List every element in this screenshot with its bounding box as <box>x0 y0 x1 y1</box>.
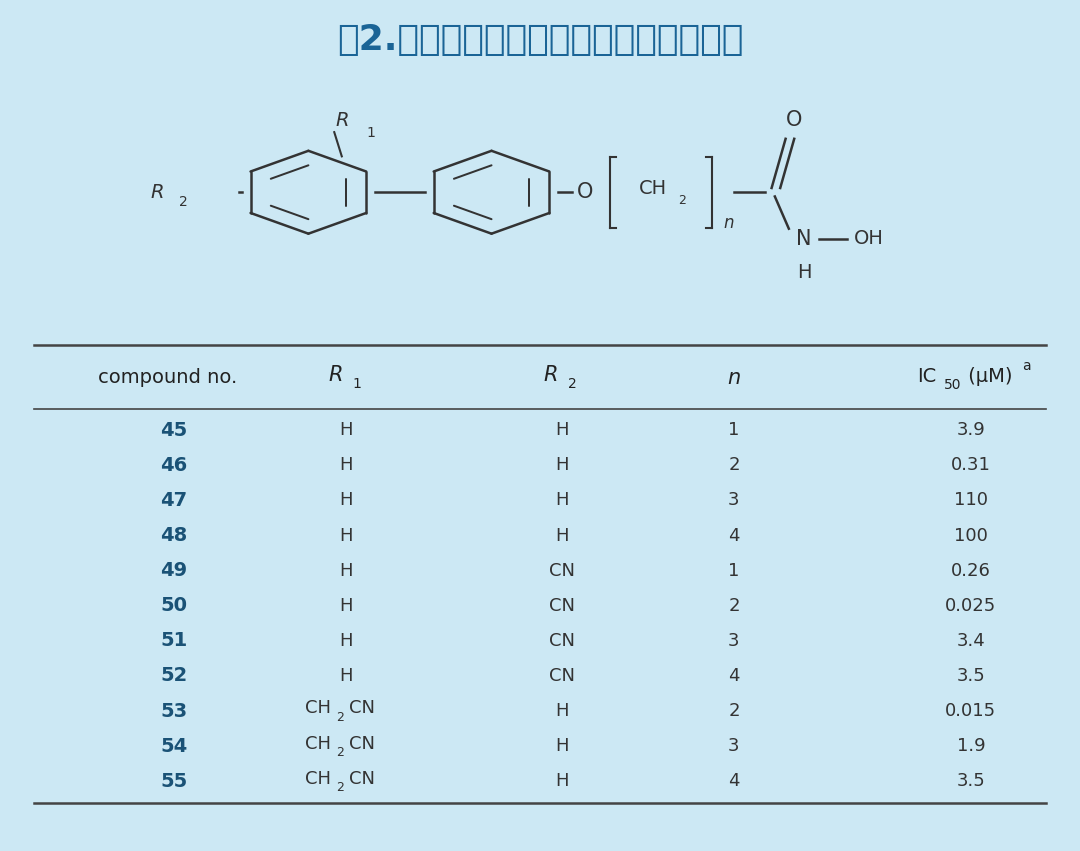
Text: CN: CN <box>349 734 376 752</box>
Text: H: H <box>555 702 568 720</box>
Text: 2: 2 <box>728 597 740 614</box>
Text: n: n <box>727 368 741 388</box>
Text: 50: 50 <box>160 597 187 615</box>
Text: 2: 2 <box>336 746 345 759</box>
Text: H: H <box>339 667 353 685</box>
Text: IC: IC <box>917 367 936 386</box>
Text: 2: 2 <box>678 194 686 208</box>
Text: CN: CN <box>349 700 376 717</box>
Text: H: H <box>797 263 811 283</box>
Text: H: H <box>339 597 353 614</box>
Text: H: H <box>555 456 568 474</box>
Text: 0.015: 0.015 <box>945 702 997 720</box>
Text: 0.31: 0.31 <box>951 456 990 474</box>
Text: CN: CN <box>549 597 575 614</box>
Text: H: H <box>339 527 353 545</box>
Text: 2: 2 <box>179 196 188 209</box>
Text: 2: 2 <box>728 702 740 720</box>
Text: 2: 2 <box>728 456 740 474</box>
Text: 1: 1 <box>366 126 376 140</box>
Text: H: H <box>555 492 568 510</box>
Text: H: H <box>555 772 568 791</box>
Text: 0.025: 0.025 <box>945 597 997 614</box>
Text: 48: 48 <box>160 526 187 545</box>
Text: 1.9: 1.9 <box>957 737 985 755</box>
Text: 51: 51 <box>160 631 187 650</box>
Text: CN: CN <box>549 667 575 685</box>
Text: N: N <box>796 229 812 248</box>
Text: 1: 1 <box>352 377 362 391</box>
Text: R: R <box>543 365 558 386</box>
Text: 3.5: 3.5 <box>957 667 985 685</box>
Text: 4: 4 <box>728 667 740 685</box>
Text: CN: CN <box>549 562 575 580</box>
Text: 45: 45 <box>160 420 187 440</box>
Text: 4: 4 <box>728 527 740 545</box>
Text: 3: 3 <box>728 492 740 510</box>
Text: 0.26: 0.26 <box>951 562 990 580</box>
Text: 3: 3 <box>728 631 740 650</box>
Text: 52: 52 <box>160 666 187 685</box>
Text: (μM): (μM) <box>962 367 1013 386</box>
Text: 3: 3 <box>728 737 740 755</box>
Text: H: H <box>339 492 353 510</box>
Text: H: H <box>555 527 568 545</box>
Text: 3.9: 3.9 <box>957 421 985 439</box>
Text: OH: OH <box>853 230 883 248</box>
Text: CH: CH <box>306 700 332 717</box>
Text: 2: 2 <box>336 781 345 795</box>
Text: a: a <box>1023 359 1031 373</box>
Text: H: H <box>339 456 353 474</box>
Text: 2: 2 <box>568 377 577 391</box>
Text: 100: 100 <box>954 527 988 545</box>
Text: 3.4: 3.4 <box>957 631 985 650</box>
Text: 54: 54 <box>160 737 187 756</box>
Text: CH: CH <box>639 180 667 198</box>
Text: compound no.: compound no. <box>98 368 238 387</box>
Text: 3.5: 3.5 <box>957 772 985 791</box>
Text: CH: CH <box>306 734 332 752</box>
Text: 53: 53 <box>160 701 187 721</box>
Text: CN: CN <box>349 769 376 788</box>
Text: R: R <box>335 111 349 129</box>
Text: 表2.基质溶解素抑制剂结构衍生物统计表: 表2.基质溶解素抑制剂结构衍生物统计表 <box>337 23 743 56</box>
Text: 55: 55 <box>160 772 187 791</box>
Text: O: O <box>577 182 593 203</box>
Text: 2: 2 <box>336 711 345 724</box>
Text: 47: 47 <box>160 491 187 510</box>
Text: 4: 4 <box>728 772 740 791</box>
Text: 1: 1 <box>728 421 740 439</box>
Text: H: H <box>555 737 568 755</box>
Text: CH: CH <box>306 769 332 788</box>
Text: H: H <box>555 421 568 439</box>
Text: n: n <box>724 214 733 231</box>
Text: 50: 50 <box>944 378 961 391</box>
Text: 49: 49 <box>160 561 187 580</box>
Text: 46: 46 <box>160 456 187 475</box>
Text: H: H <box>339 631 353 650</box>
Text: H: H <box>339 562 353 580</box>
Text: 110: 110 <box>954 492 988 510</box>
Text: R: R <box>328 365 342 386</box>
Text: CN: CN <box>549 631 575 650</box>
Text: O: O <box>786 111 802 130</box>
Text: 1: 1 <box>728 562 740 580</box>
Text: R: R <box>150 183 163 202</box>
Text: H: H <box>339 421 353 439</box>
